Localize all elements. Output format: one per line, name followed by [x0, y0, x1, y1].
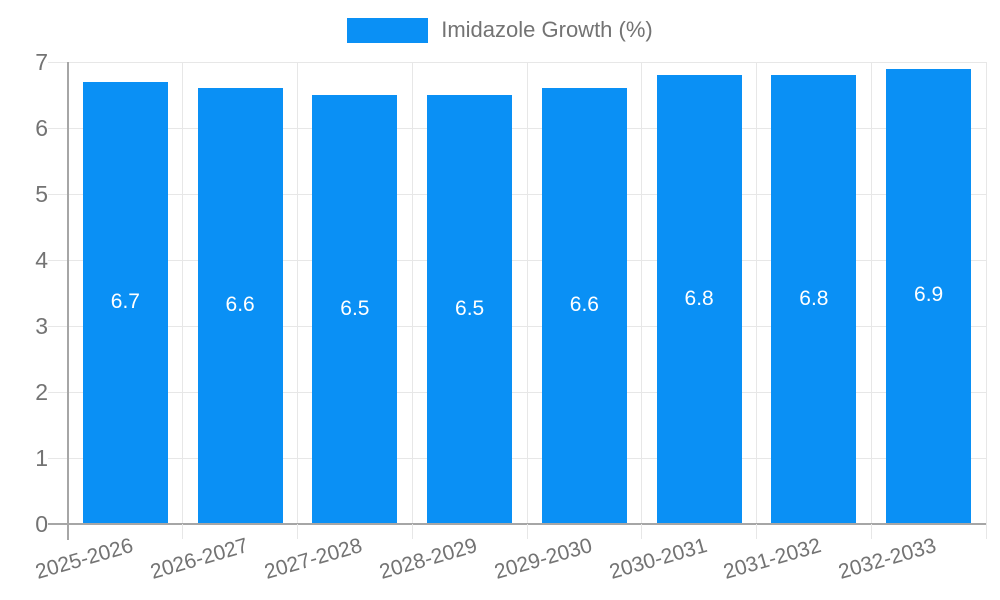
x-tick-mark — [870, 524, 872, 539]
v-gridline — [641, 62, 643, 524]
bar: 6.5 — [427, 95, 513, 524]
y-tick-label: 6 — [35, 115, 48, 141]
x-axis-line — [48, 523, 986, 525]
bar-value-label: 6.5 — [340, 296, 370, 320]
v-gridline — [756, 62, 757, 524]
plot-area: 6.7 6.6 6.5 6.5 6.6 6.8 6.8 6.9 — [48, 61, 987, 524]
x-tick-label: 2030-2031 — [606, 534, 710, 584]
bar: 6.7 — [82, 81, 168, 524]
y-tick-mark — [48, 61, 68, 63]
x-tick-mark — [641, 524, 643, 539]
y-tick-label: 5 — [35, 181, 48, 207]
chart-legend: Imidazole Growth (%) — [0, 17, 1000, 43]
legend-label: Imidazole Growth (%) — [441, 17, 653, 42]
x-tick-mark — [182, 524, 184, 539]
y-tick-mark — [48, 127, 68, 129]
y-tick-mark — [48, 193, 68, 195]
bar-value-label: 6.7 — [110, 289, 140, 313]
x-tick-label: 2025-2026 — [32, 534, 136, 584]
bar: 6.6 — [541, 88, 627, 524]
x-tick-mark — [411, 524, 413, 539]
v-gridline — [870, 62, 872, 524]
y-tick-mark — [48, 457, 68, 459]
bar: 6.8 — [771, 75, 857, 524]
v-gridline — [985, 62, 987, 524]
x-tick-label: 2027-2028 — [262, 534, 366, 584]
x-tick-label: 2029-2030 — [491, 534, 595, 584]
y-tick-label: 4 — [35, 247, 48, 273]
x-tick-label: 2031-2032 — [721, 534, 825, 584]
y-tick-mark — [48, 391, 68, 393]
x-tick-label: 2028-2029 — [377, 534, 480, 584]
y-axis-line — [67, 62, 69, 540]
legend-swatch — [347, 17, 429, 43]
x-tick-label: 2032-2033 — [836, 534, 939, 584]
v-gridline — [182, 62, 184, 524]
bar: 6.6 — [197, 88, 283, 524]
bar-value-label: 6.9 — [914, 283, 944, 307]
bar-value-label: 6.6 — [225, 293, 255, 317]
x-tick-mark — [756, 524, 757, 539]
bar-value-label: 6.5 — [455, 296, 485, 320]
y-tick-label: 3 — [35, 313, 48, 339]
y-tick-label: 2 — [35, 379, 48, 405]
x-tick-mark — [526, 524, 528, 539]
bar-value-label: 6.6 — [569, 293, 599, 317]
y-tick-mark — [48, 325, 68, 327]
bar: 6.8 — [656, 75, 742, 524]
bar: 6.9 — [886, 68, 972, 524]
y-tick-label: 7 — [35, 49, 48, 75]
x-tick-mark — [985, 524, 987, 539]
v-gridline — [411, 62, 413, 524]
y-tick-label: 1 — [35, 445, 48, 471]
y-tick-label: 0 — [35, 511, 48, 537]
bar-value-label: 6.8 — [684, 286, 714, 310]
bar: 6.5 — [312, 95, 398, 524]
bar-value-label: 6.8 — [799, 286, 829, 310]
y-tick-mark — [48, 259, 68, 261]
x-tick-label: 2026-2027 — [147, 534, 251, 584]
v-gridline — [297, 62, 298, 524]
v-gridline — [526, 62, 528, 524]
x-tick-mark — [297, 524, 298, 539]
